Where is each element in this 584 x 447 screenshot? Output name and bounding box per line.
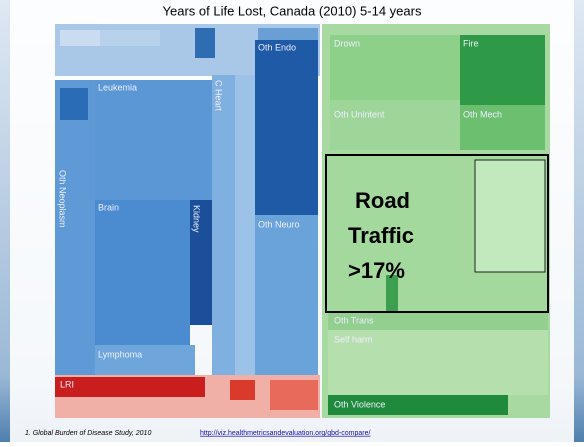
cell — [55, 377, 205, 397]
cell — [328, 312, 548, 330]
cell-label: Kidney — [192, 205, 202, 233]
cell — [230, 380, 255, 400]
cell — [328, 395, 508, 415]
cell-label: Oth Endo — [258, 42, 296, 52]
cell-label: Oth Mech — [463, 109, 502, 119]
cell — [195, 28, 215, 58]
cell-label: C Heart — [214, 80, 224, 112]
cell — [255, 40, 318, 215]
cell-label: Oth Unintent — [334, 109, 385, 119]
cell-label: Oth Neoplasm — [58, 170, 68, 228]
cell-label: Self harm — [334, 334, 373, 344]
cell — [212, 75, 235, 375]
cell-label: Oth Violence — [334, 399, 385, 409]
cell — [460, 105, 545, 150]
title: Years of Life Lost, Canada (2010) 5-14 y… — [163, 3, 422, 18]
cell — [95, 345, 195, 375]
callout-line: Traffic — [348, 223, 414, 248]
cell — [60, 30, 100, 46]
callout-line: Road — [355, 188, 410, 213]
cell — [235, 75, 255, 375]
cell — [190, 200, 212, 325]
cell — [55, 80, 95, 375]
cell — [460, 35, 545, 105]
callout-line: >17% — [348, 258, 405, 283]
cell — [100, 30, 160, 46]
cell-label: Brain — [98, 202, 119, 212]
cell-label: Oth Trans — [334, 315, 374, 325]
cell — [95, 200, 190, 345]
source-link[interactable]: http://viz.healthmetricsandevaluation.or… — [200, 430, 370, 437]
cell-label: Lymphoma — [98, 349, 142, 359]
cell — [255, 215, 318, 375]
cell — [270, 380, 318, 410]
cell-label: Fire — [463, 38, 479, 48]
cell-label: Oth Neuro — [258, 219, 300, 229]
cell — [258, 28, 318, 40]
cell-label: LRI — [60, 379, 74, 389]
cell-label: Leukemia — [98, 82, 137, 92]
inner-frame — [474, 159, 546, 273]
cell — [330, 100, 460, 150]
cell — [95, 80, 212, 200]
treemap — [55, 24, 550, 418]
highlight-frame — [325, 154, 549, 313]
footnote: 1. Global Burden of Disease Study, 2010 — [25, 430, 151, 437]
cell — [386, 275, 398, 312]
cell — [330, 35, 460, 100]
cell-label: Drown — [334, 38, 360, 48]
cell — [328, 330, 548, 395]
cell — [60, 88, 88, 120]
